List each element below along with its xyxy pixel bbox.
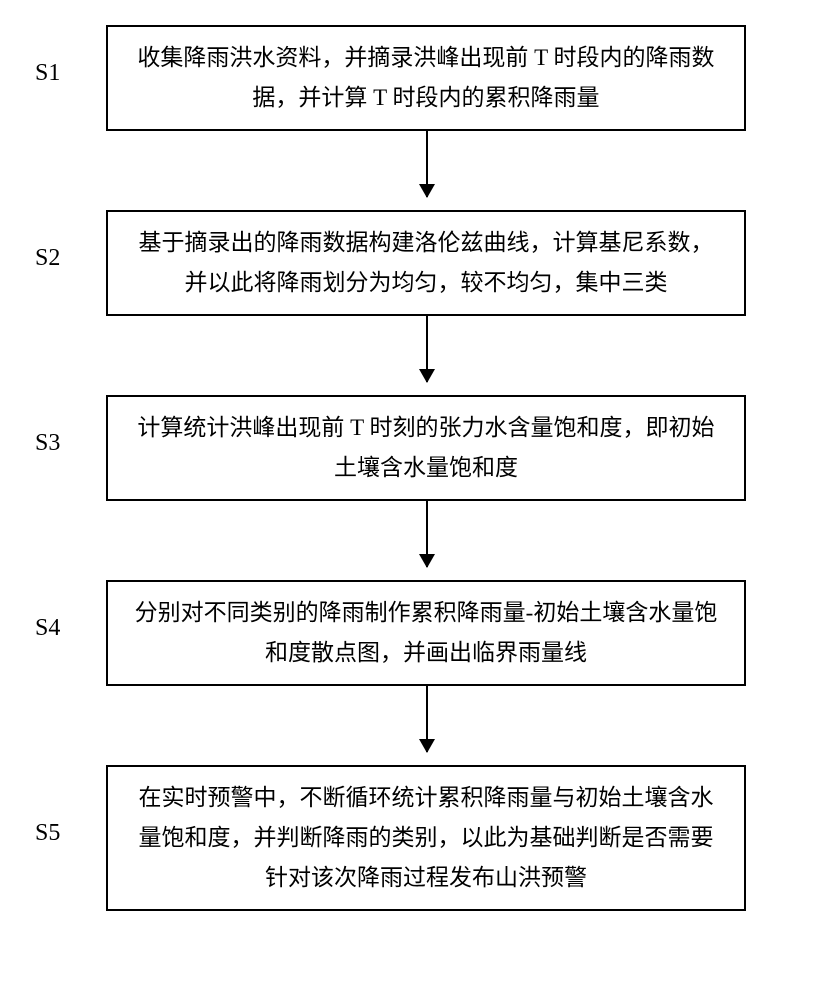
step-box-s1: 收集降雨洪水资料，并摘录洪峰出现前 T 时段内的降雨数据，并计算 T 时段内的累… — [106, 25, 746, 131]
arrow-s3-s4 — [426, 501, 428, 567]
step-label-s5: S5 — [35, 820, 60, 847]
step-box-s4: 分别对不同类别的降雨制作累积降雨量-初始土壤含水量饱和度散点图，并画出临界雨量线 — [106, 580, 746, 686]
step-label-s3: S3 — [35, 430, 60, 457]
step-box-s3: 计算统计洪峰出现前 T 时刻的张力水含量饱和度，即初始土壤含水量饱和度 — [106, 395, 746, 501]
flowchart-canvas: S1 收集降雨洪水资料，并摘录洪峰出现前 T 时段内的降雨数据，并计算 T 时段… — [0, 0, 828, 1000]
step-label-s4: S4 — [35, 615, 60, 642]
arrow-s2-s3 — [426, 316, 428, 382]
step-label-s2: S2 — [35, 245, 60, 272]
arrow-s1-s2 — [426, 131, 428, 197]
arrow-s4-s5 — [426, 686, 428, 752]
step-box-s2: 基于摘录出的降雨数据构建洛伦兹曲线，计算基尼系数，并以此将降雨划分为均匀，较不均… — [106, 210, 746, 316]
step-label-s1: S1 — [35, 60, 60, 87]
step-box-s5: 在实时预警中，不断循环统计累积降雨量与初始土壤含水量饱和度，并判断降雨的类别，以… — [106, 765, 746, 911]
